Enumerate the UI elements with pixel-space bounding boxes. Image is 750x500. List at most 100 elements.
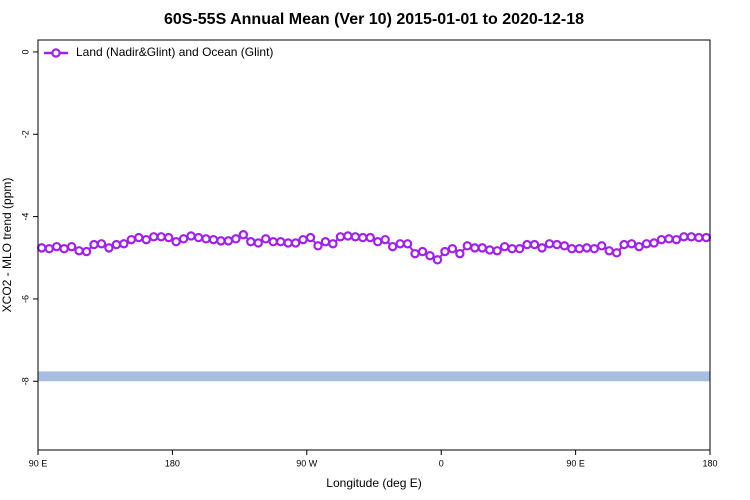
series-point [313,241,323,251]
y-tick-label: -4 [20,213,30,221]
series-point [365,232,375,243]
series-point [141,234,151,245]
series-point [216,236,226,246]
series-point [507,244,517,254]
series-point [641,239,652,249]
series-point [59,244,69,254]
series-point [66,241,77,252]
series-point [223,236,234,246]
series-point [410,248,420,259]
series-point [343,231,353,241]
series-point [619,239,629,250]
x-tick-label: 90 W [296,458,318,468]
x-tick-label: 0 [439,458,444,468]
series-point [514,244,525,254]
series-point [328,239,338,249]
y-axis-label: XCO2 - MLO trend (ppm) [0,178,14,313]
x-tick-label: 180 [165,458,180,468]
series-point [37,243,47,253]
y-tick-label: -2 [20,130,30,138]
series-point [634,241,644,252]
series-point [81,246,92,257]
series-point [290,238,301,248]
series-point [664,234,674,244]
series-point [477,243,487,253]
series-point [283,238,293,248]
series-point [193,232,204,243]
series-point [626,239,637,249]
series-point [171,237,181,247]
legend-marker [51,48,61,58]
series-point [104,243,114,253]
series-point [440,246,450,257]
series-point [455,248,465,259]
series-point [89,239,99,250]
series-point [149,232,159,242]
series-point [425,251,435,261]
series-point [417,246,428,257]
series-point [387,241,398,252]
series-point [126,234,137,245]
series-point [231,234,241,244]
series-point [701,232,711,243]
series-point [74,246,84,256]
series-point [186,231,196,241]
series-point [544,239,555,249]
series-point [44,244,54,254]
series-point [604,246,614,256]
series-point [574,244,585,254]
series-point [582,243,592,253]
series-point [119,239,129,249]
series-point [537,243,547,253]
series-point [694,232,704,243]
series-point [111,239,122,250]
x-tick-label: 90 E [29,458,48,468]
series-point [611,248,622,258]
series-point [305,232,316,243]
series-point [522,239,532,250]
y-tick-label: -8 [20,377,30,385]
series-point [395,239,405,249]
series-point [156,232,166,242]
series-point [432,255,443,265]
series-point [201,234,211,244]
series-point [597,241,607,251]
series-point [96,239,107,249]
series-point [320,237,331,247]
series-point [656,234,667,245]
series-point [499,241,510,252]
plot-frame [37,39,711,451]
series-point [462,241,473,251]
legend-text: Land (Nadir&Glint) and Ocean (Glint) [76,45,273,59]
series-point [238,230,249,240]
series-point [380,234,390,245]
series-point [671,234,682,245]
series-point [470,243,480,253]
series-point [552,239,562,250]
series-point [246,237,256,247]
x-tick-label: 90 E [566,458,585,468]
series-point [492,246,502,256]
x-tick-label: 180 [702,458,717,468]
y-tick-label: -6 [20,295,30,303]
series-point [358,232,368,243]
series-point [589,244,599,254]
series-point [51,241,62,252]
reference-band [38,371,710,382]
series-point [686,232,697,242]
series-point [559,241,570,251]
series-point [134,232,144,243]
series-point [447,244,458,254]
series-point [268,237,278,247]
series-point [253,238,263,248]
series-point [163,232,174,243]
series-point [402,239,413,249]
series-point [350,232,361,242]
series-point [679,232,689,242]
y-tick-label: 0 [20,49,30,54]
series-point [529,239,540,250]
series-point [567,244,577,254]
series-point [208,234,219,245]
series-point [178,234,189,244]
